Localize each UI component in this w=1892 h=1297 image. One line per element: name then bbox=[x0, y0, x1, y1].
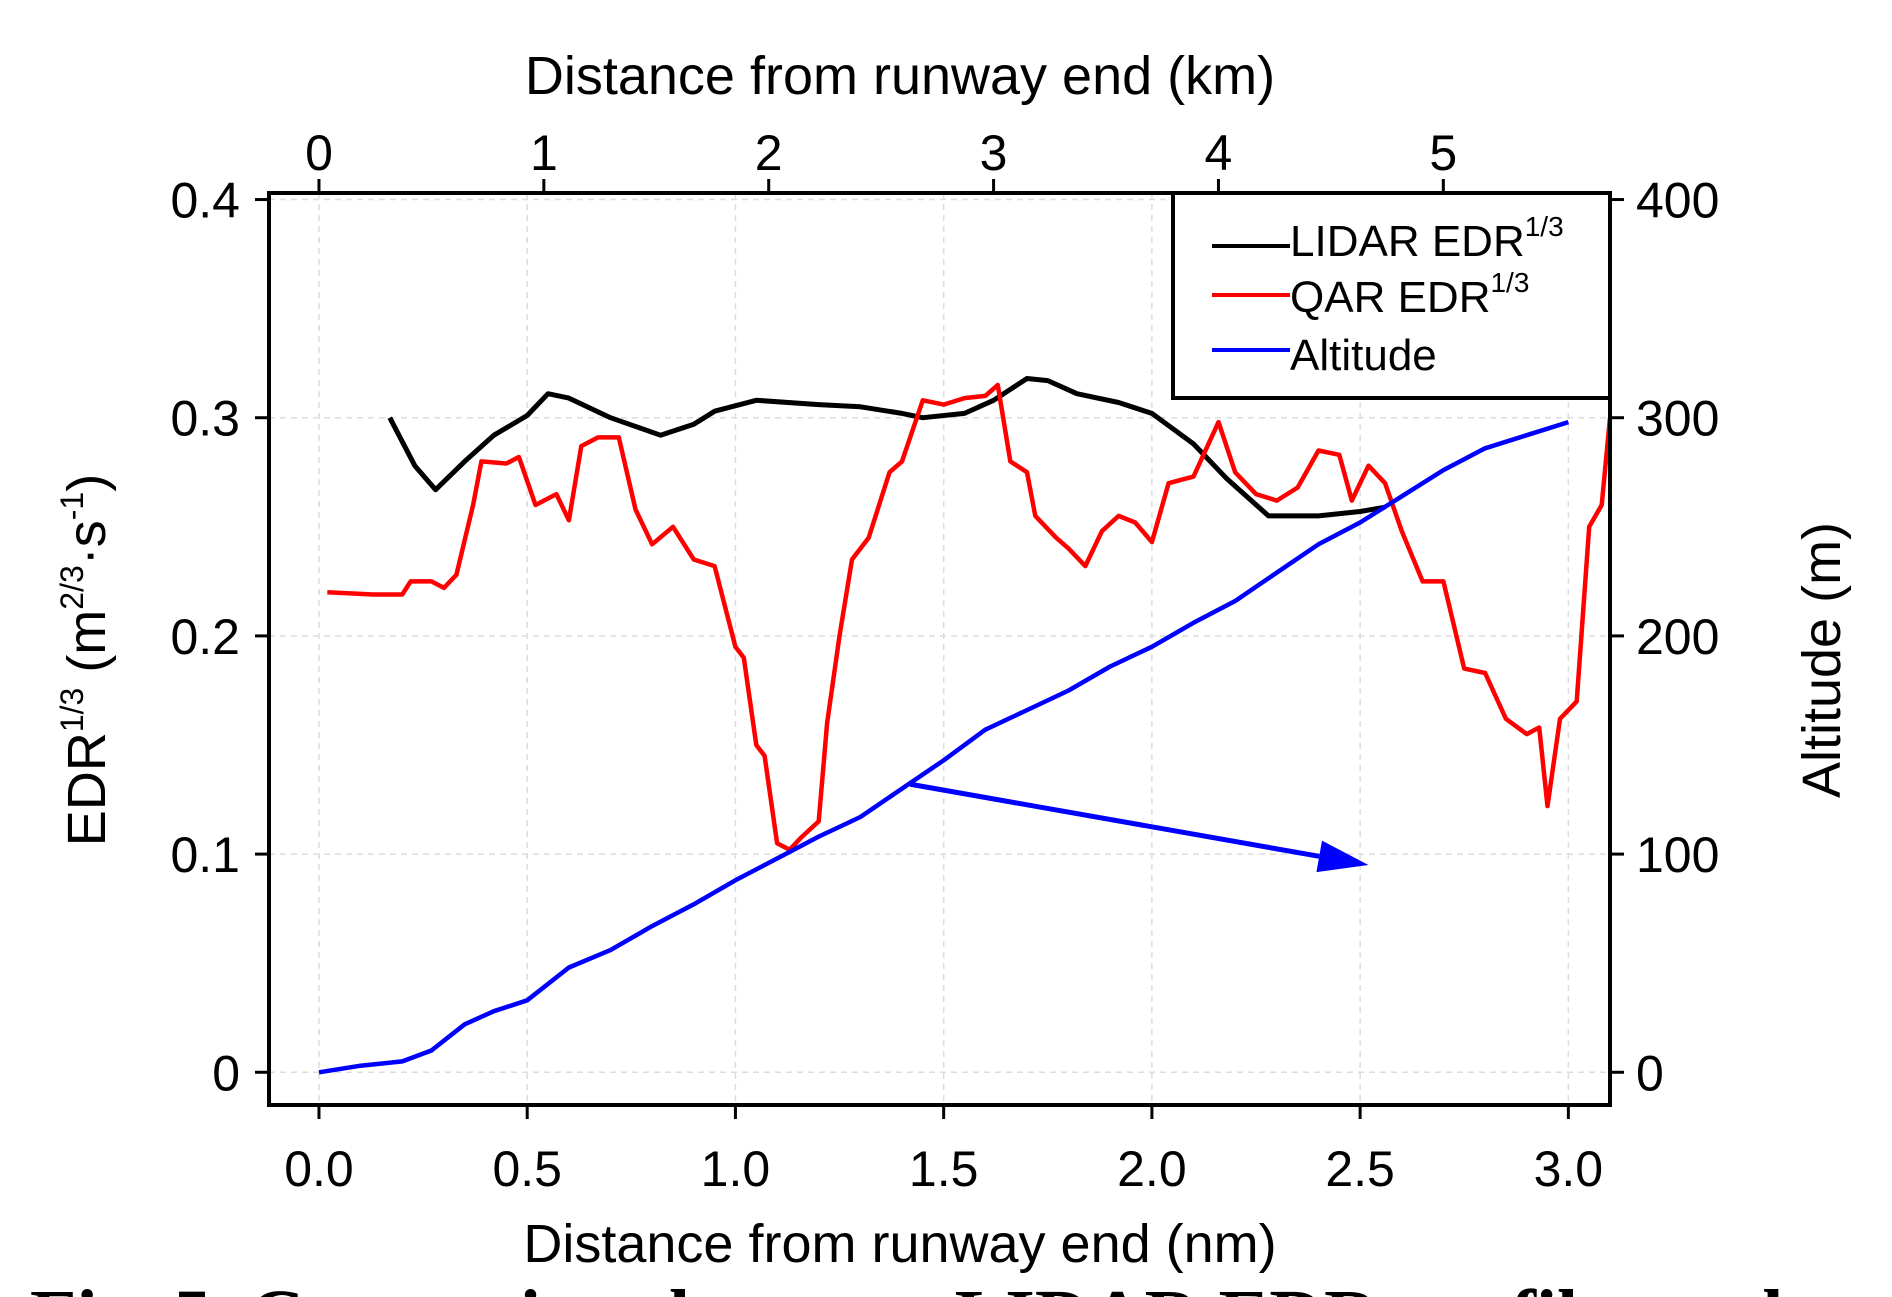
grid bbox=[269, 193, 1610, 1105]
y-tick-label: 0.4 bbox=[170, 173, 240, 229]
x-axis-title: Distance from runway end (nm) bbox=[523, 1214, 1276, 1274]
y2-tick-label: 200 bbox=[1636, 609, 1719, 665]
y2-tick-label: 100 bbox=[1636, 827, 1719, 883]
x-tick-label: 0.0 bbox=[284, 1141, 354, 1197]
legend-label-qar: QAR EDR1/3 bbox=[1290, 267, 1529, 322]
x-tick-label: 1.5 bbox=[909, 1141, 979, 1197]
x-tick-label: 1.0 bbox=[701, 1141, 771, 1197]
x-tick-label: 0.5 bbox=[492, 1141, 562, 1197]
x2-tick-label: 2 bbox=[755, 125, 783, 181]
x2-axis-title: Distance from runway end (km) bbox=[525, 46, 1275, 106]
annotation-arrow-head bbox=[1316, 840, 1369, 873]
legend: LIDAR EDR1/3 QAR EDR1/3 Altitude bbox=[1171, 191, 1612, 400]
plot-frame bbox=[267, 191, 1612, 1107]
x2-tick-label: 1 bbox=[530, 125, 558, 181]
y-label-unit-sup1: 2/3 bbox=[54, 565, 90, 609]
legend-label-altitude: Altitude bbox=[1290, 331, 1437, 380]
y-tick-label: 0 bbox=[212, 1045, 240, 1101]
series-lines bbox=[318, 376, 1613, 1075]
series-line-lidar-edr bbox=[387, 376, 1386, 519]
x-tick-label: 2.0 bbox=[1117, 1141, 1187, 1197]
y-axis-title: EDR1/3 (m2/3·s-1) bbox=[54, 474, 117, 846]
y-label-main: EDR bbox=[57, 732, 117, 846]
y2-tick-label: 300 bbox=[1636, 391, 1719, 447]
series-line-qar-edr bbox=[327, 382, 1613, 852]
x2-tick-label: 0 bbox=[305, 125, 333, 181]
x2-tick-label: 4 bbox=[1205, 125, 1233, 181]
y2-tick-label: 400 bbox=[1636, 173, 1719, 229]
figure-caption: Fig. 5. Comparison between LIDAR EDR pro… bbox=[30, 1275, 1783, 1297]
y-label-sup: 1/3 bbox=[54, 688, 90, 732]
y-label-unit-end: ) bbox=[57, 474, 117, 492]
x-tick-label: 2.5 bbox=[1325, 1141, 1395, 1197]
y-tick-label: 0.3 bbox=[170, 391, 240, 447]
annotation-arrow-shaft bbox=[909, 781, 1320, 859]
y-label-unit-mid: ·s bbox=[57, 520, 117, 565]
y-label-unit: (m bbox=[57, 610, 117, 673]
legend-label-lidar: LIDAR EDR1/3 bbox=[1290, 211, 1564, 266]
ticks: 0.0 0.5 1.0 1.5 2.0 2.5 3.0 0 1 2 3 4 5 0 0.1 0.2 0.3 0.4… bbox=[170, 125, 1719, 1197]
series-line-altitude bbox=[318, 419, 1570, 1075]
y2-tick-label: 0 bbox=[1636, 1045, 1664, 1101]
y-tick-label: 0.2 bbox=[170, 609, 240, 665]
x2-tick-label: 5 bbox=[1429, 125, 1457, 181]
x2-tick-label: 3 bbox=[980, 125, 1008, 181]
y-label-unit-sup2: -1 bbox=[54, 492, 90, 520]
x-tick-label: 3.0 bbox=[1534, 1141, 1604, 1197]
y2-axis-title: Altitude (m) bbox=[1792, 522, 1852, 798]
y-tick-label: 0.1 bbox=[170, 827, 240, 883]
